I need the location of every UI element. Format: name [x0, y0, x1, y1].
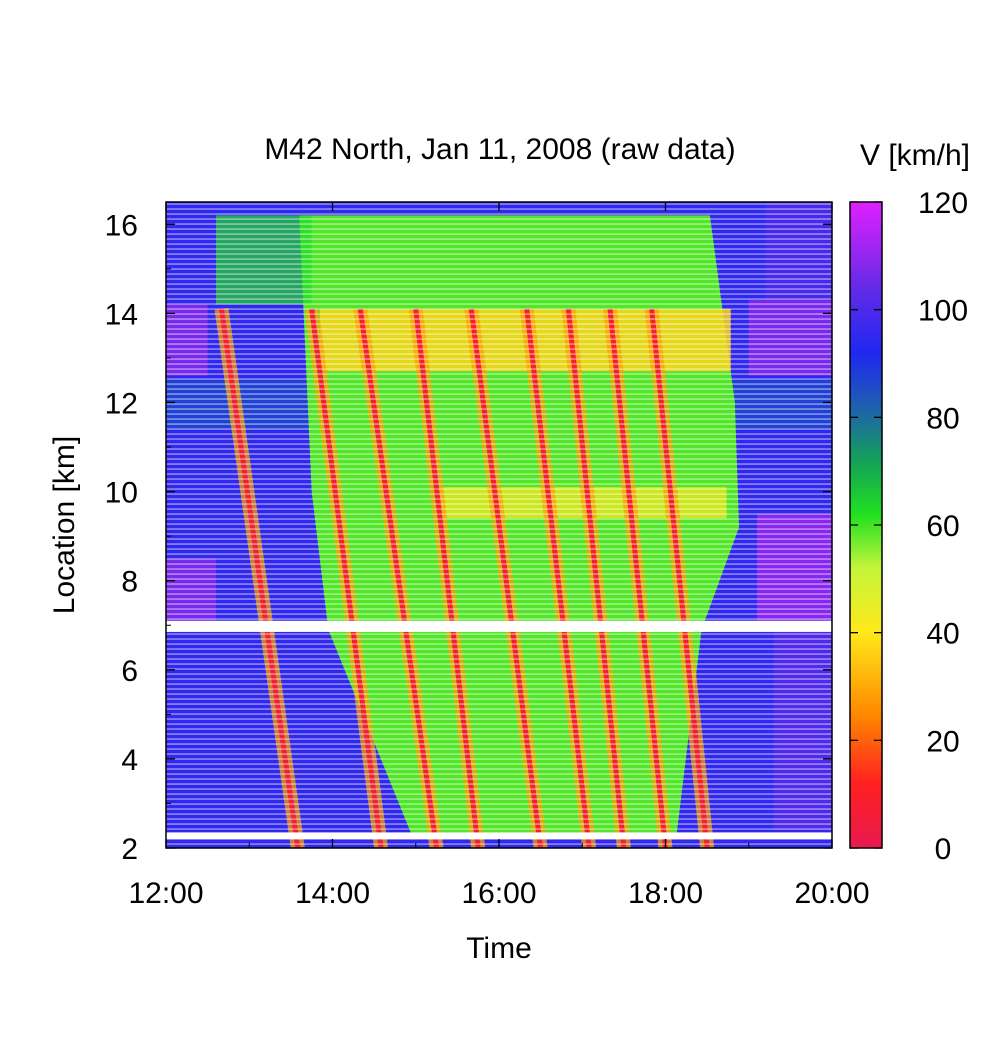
y-tick-label: 16: [105, 209, 138, 242]
data-gap: [166, 832, 832, 840]
y-tick-label: 2: [121, 833, 138, 866]
colorbar-tick-label: 0: [935, 833, 952, 866]
colorbar-tick-label: 120: [918, 187, 968, 220]
x-tick-label: 20:00: [794, 877, 869, 910]
y-axis-label: Location [km]: [48, 436, 81, 614]
y-axis: 2 4 6 8 10 12 14 16: [105, 209, 832, 866]
y-tick-label: 10: [105, 477, 138, 510]
colorbar-tick-label: 40: [926, 618, 959, 651]
colorbar-tick-label: 20: [926, 725, 959, 758]
colorbar: 0 20 40 60 80 100 120: [849, 187, 968, 866]
x-tick-label: 16:00: [461, 877, 536, 910]
colorbar-label: V [km/h]: [860, 139, 970, 172]
y-tick-label: 4: [121, 744, 138, 777]
x-axis: 12:00 14:00 16:00 18:00 20:00: [128, 202, 870, 910]
y-tick-label: 12: [105, 387, 138, 420]
data-gap: [166, 620, 832, 632]
colorbar-tick-label: 100: [918, 295, 968, 328]
chart-title: M42 North, Jan 11, 2008 (raw data): [264, 133, 735, 166]
x-tick-label: 18:00: [628, 877, 703, 910]
colorbar-tick-label: 60: [926, 510, 959, 543]
colorbar-tick-label: 80: [926, 402, 959, 435]
x-tick-label: 14:00: [295, 877, 370, 910]
y-tick-label: 6: [121, 655, 138, 688]
y-tick-label: 14: [105, 298, 138, 331]
x-axis-label: Time: [466, 932, 532, 965]
y-tick-label: 8: [121, 566, 138, 599]
heatmap-plot: [165, 201, 833, 849]
x-tick-label: 12:00: [128, 877, 203, 910]
scanline-overlay: [166, 202, 832, 848]
